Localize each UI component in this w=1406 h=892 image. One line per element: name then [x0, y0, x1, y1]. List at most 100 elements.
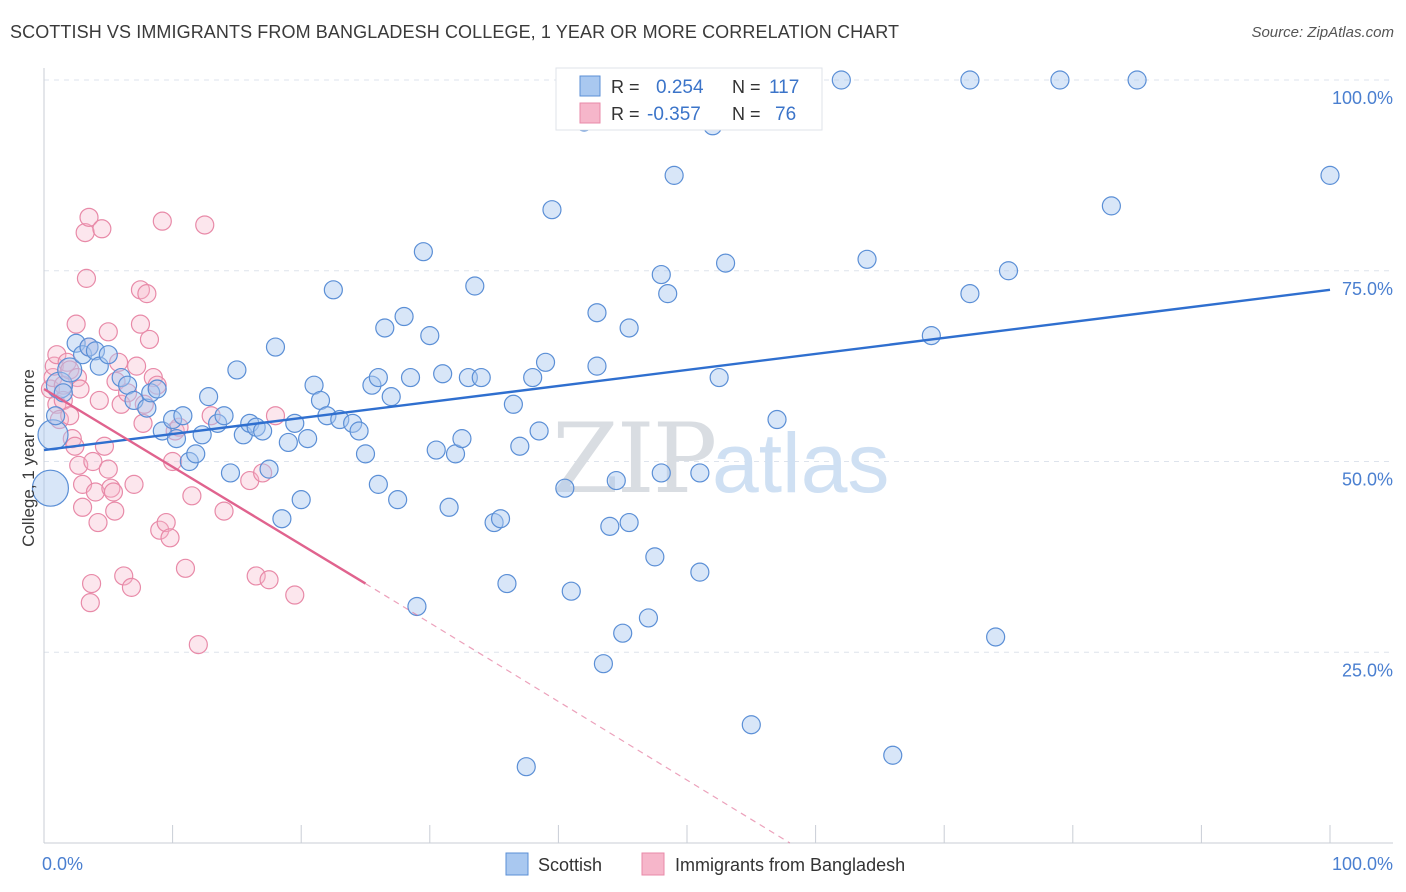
point-scottish-72	[510, 436, 530, 456]
point-bangladesh-45	[130, 314, 151, 334]
point-scottish-78	[555, 478, 575, 498]
bottom-legend-label-bangladesh[interactable]: Immigrants from Bangladesh	[675, 855, 905, 875]
point-scottish-85	[606, 470, 626, 491]
point-scottish-23	[186, 444, 206, 464]
point-bangladesh-60	[182, 486, 202, 506]
point-bangladesh-52	[150, 520, 170, 540]
legend-r-label-2: R =	[611, 104, 640, 124]
point-scottish-101	[767, 409, 787, 430]
chart-title: SCOTTISH VS IMMIGRANTS FROM BANGLADESH C…	[10, 22, 900, 42]
legend-n-value-2: 76	[775, 104, 796, 125]
point-scottish-19	[163, 409, 183, 430]
point-scottish-27	[214, 406, 234, 426]
point-scottish-57	[407, 596, 427, 617]
point-scottish-29	[227, 360, 247, 380]
point-bangladesh-54	[156, 512, 176, 533]
point-bangladesh-35	[105, 501, 125, 521]
point-scottish-47	[349, 421, 369, 441]
point-bangladesh-10	[60, 406, 80, 426]
legend-n-label-2: N =	[732, 104, 761, 124]
point-scottish-60	[426, 440, 446, 460]
point-scottish-114	[1320, 165, 1340, 185]
point-bangladesh-20	[76, 268, 97, 288]
point-bangladesh-41	[121, 577, 142, 597]
point-scottish-98	[709, 367, 729, 388]
point-scottish-93	[658, 284, 678, 304]
point-bangladesh-68	[259, 570, 279, 590]
point-bangladesh-62	[195, 215, 215, 235]
point-scottish-39	[291, 490, 311, 510]
point-scottish-81	[587, 303, 607, 323]
point-scottish-71	[503, 394, 523, 414]
watermark: ZIP atlas	[552, 403, 889, 515]
point-scottish-104	[857, 249, 877, 269]
trend-line-bangladesh	[43, 387, 367, 585]
point-scottish-92	[651, 463, 671, 483]
point-bangladesh-23	[80, 593, 100, 613]
point-scottish-106	[921, 326, 941, 346]
point-scottish-35	[265, 337, 286, 357]
legend-n-value-1: 117	[769, 77, 799, 98]
point-bangladesh-16	[70, 379, 90, 399]
y-axis-label: College, 1 year or more	[19, 369, 38, 547]
y-tick-label-2: 50.0%	[1342, 470, 1393, 490]
point-scottish-111	[1050, 70, 1070, 90]
point-bangladesh-39	[114, 566, 134, 586]
point-scottish-79	[561, 581, 581, 601]
point-scottish-49	[362, 375, 382, 395]
point-bangladesh-13	[66, 314, 86, 334]
point-scottish-73	[516, 757, 536, 777]
point-bangladesh-36	[106, 371, 126, 391]
point-scottish-75	[529, 421, 549, 441]
point-scottish-69	[490, 509, 511, 529]
point-scottish-103	[831, 70, 851, 90]
point-scottish-66	[465, 276, 485, 296]
point-scottish-52	[368, 367, 388, 388]
point-scottish-99	[715, 253, 736, 273]
point-scottish-55	[394, 306, 414, 327]
point-scottish-76	[535, 352, 556, 372]
point-bangladesh-59	[175, 558, 196, 578]
point-bangladesh-64	[214, 501, 234, 521]
point-scottish-95	[690, 562, 710, 582]
point-scottish-90	[645, 547, 665, 567]
point-bangladesh-42	[124, 474, 144, 494]
point-bangladesh-66	[246, 566, 266, 586]
point-scottish-59	[420, 326, 440, 346]
point-scottish-70	[497, 573, 517, 594]
bottom-legend-swatch-scottish[interactable]	[505, 852, 529, 876]
point-bangladesh-25	[83, 451, 103, 472]
point-scottish-112	[1101, 196, 1121, 216]
point-scottish-40	[298, 429, 318, 449]
point-scottish-88	[619, 512, 639, 533]
trend-lines	[43, 288, 1331, 844]
point-scottish-77	[542, 200, 562, 220]
point-scottish-45	[330, 409, 350, 430]
legend-swatch-bangladesh	[579, 102, 601, 124]
point-scottish-64	[452, 429, 472, 449]
bottom-legend-label-scottish[interactable]: Scottish	[538, 855, 602, 875]
point-scottish-21	[173, 406, 193, 426]
point-scottish-2	[45, 406, 66, 426]
point-scottish-7	[72, 345, 93, 365]
point-bangladesh-49	[139, 329, 160, 350]
point-scottish-5	[57, 357, 83, 383]
bottom-legend-swatch-bangladesh[interactable]	[641, 852, 665, 876]
point-bangladesh-28	[89, 390, 109, 411]
point-scottish-25	[199, 387, 219, 407]
point-scottish-56	[400, 367, 421, 388]
point-scottish-44	[323, 280, 343, 300]
point-bangladesh-29	[92, 219, 112, 239]
point-bangladesh-9	[60, 360, 80, 380]
point-bangladesh-24	[81, 573, 102, 594]
point-scottish-53	[381, 387, 401, 407]
point-scottish-61	[433, 364, 453, 384]
series-bangladesh-points	[40, 207, 305, 655]
point-bangladesh-31	[98, 459, 118, 479]
legend-swatch-scottish	[579, 75, 601, 97]
point-bangladesh-22	[79, 207, 99, 227]
legend-n-label-1: N =	[732, 77, 761, 97]
point-bangladesh-53	[152, 211, 172, 231]
point-scottish-50	[368, 474, 388, 494]
trend-line-scottish	[43, 288, 1331, 452]
